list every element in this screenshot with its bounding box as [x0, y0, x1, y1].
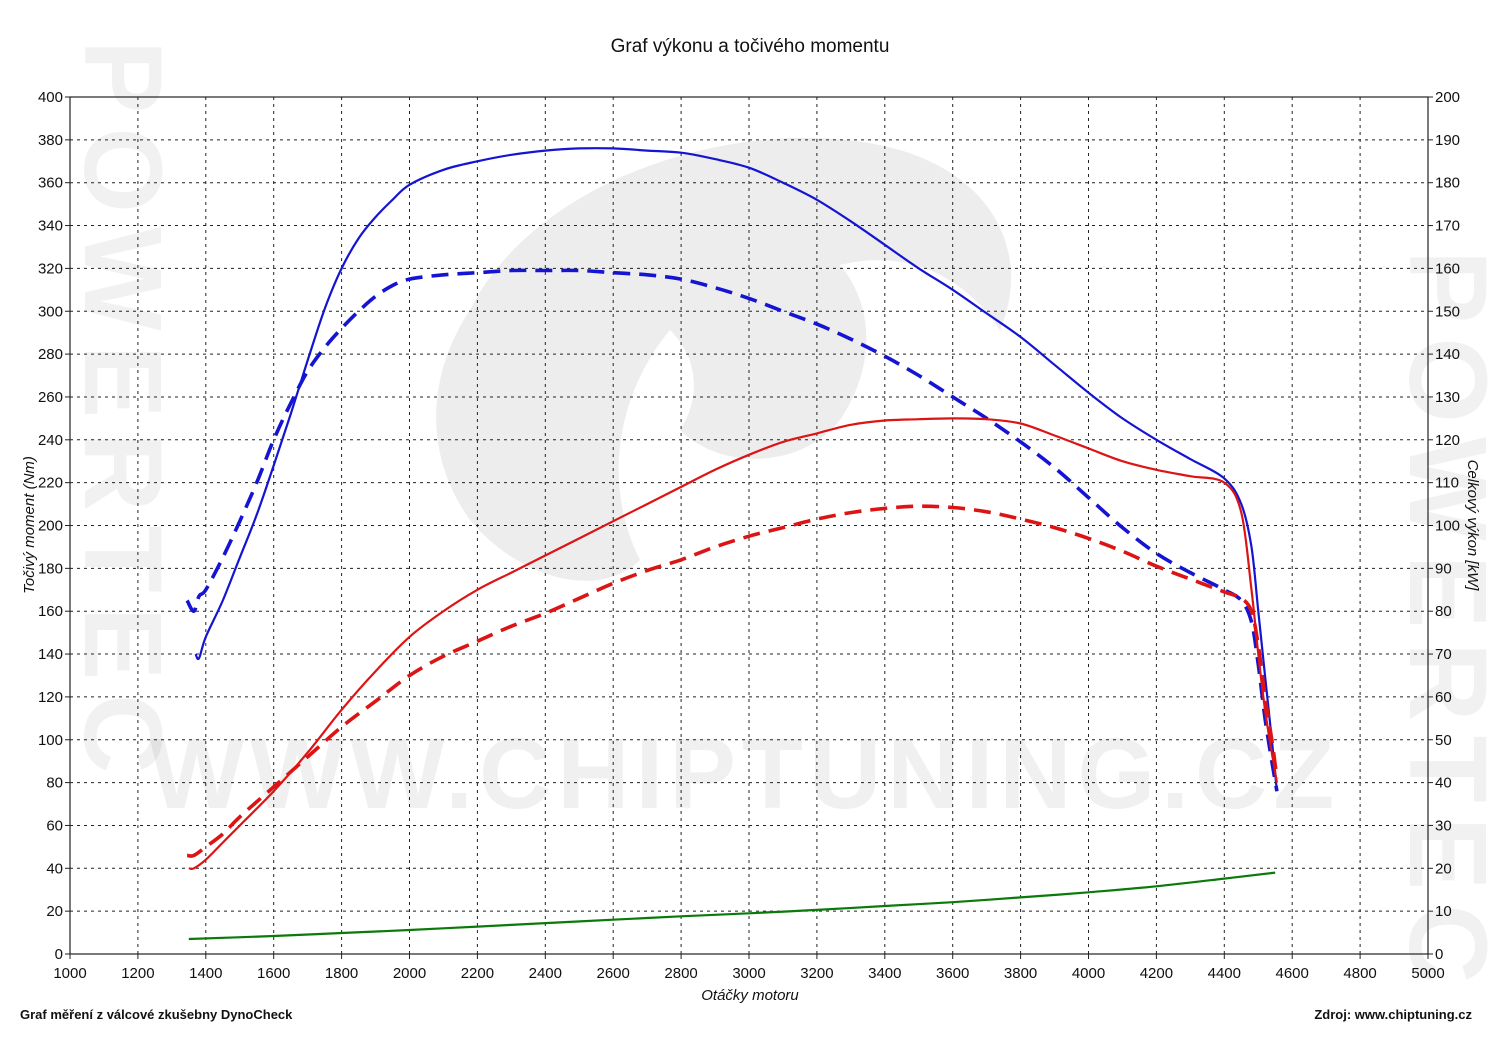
- y-left-tick-label: 380: [38, 132, 63, 149]
- y-left-tick-label: 360: [38, 175, 63, 192]
- y-left-tick-label: 300: [38, 303, 63, 320]
- x-tick-label: 3600: [936, 965, 969, 982]
- y-right-axis-label: Celkový výkon [kW]: [1464, 460, 1481, 592]
- x-tick-label: 2400: [529, 965, 562, 982]
- y-left-tick-label: 40: [46, 860, 63, 877]
- x-tick-label: 1600: [257, 965, 290, 982]
- plot-border: [69, 96, 1429, 955]
- y-right-tick-label: 190: [1435, 132, 1460, 149]
- x-tick-label: 1400: [189, 965, 222, 982]
- series-line-3: [188, 417, 1278, 871]
- y-left-tick-label: 260: [38, 389, 63, 406]
- x-tick-label: 2600: [597, 965, 630, 982]
- y-right-tick-label: 80: [1435, 603, 1452, 620]
- y-right-tick-label: 140: [1435, 346, 1460, 363]
- footer-right: Zdroj: www.chiptuning.cz: [1314, 1007, 1472, 1022]
- chart-title: Graf výkonu a točivého momentu: [611, 36, 890, 57]
- series-line-1: [194, 147, 1278, 792]
- series-lines: [185, 147, 1279, 941]
- tick-labels: 1000 1200 1400 1600 1800 2000 2200 2400 2600 2800…: [38, 89, 1460, 982]
- y-right-tick-label: 180: [1435, 175, 1460, 192]
- y-left-tick-label: 200: [38, 518, 63, 535]
- x-tick-label: 5000: [1411, 965, 1444, 982]
- y-left-axis-label: Točivý moment (Nm): [21, 456, 38, 594]
- y-left-tick-label: 60: [46, 817, 63, 834]
- y-right-tick-label: 50: [1435, 732, 1452, 749]
- y-right-tick-label: 40: [1435, 775, 1452, 792]
- y-left-tick-label: 120: [38, 689, 63, 706]
- y-right-tick-label: 120: [1435, 432, 1460, 449]
- x-tick-label: 1800: [325, 965, 358, 982]
- y-left-tick-label: 400: [38, 89, 63, 106]
- y-left-tick-label: 140: [38, 646, 63, 663]
- y-left-tick-label: 20: [46, 903, 63, 920]
- x-tick-label: 1200: [121, 965, 154, 982]
- y-right-tick-label: 70: [1435, 646, 1452, 663]
- watermark-side-left: POWERTEC: [61, 40, 184, 788]
- watermark-text: WWW.CHIPTUNING.CZ: [150, 718, 1341, 830]
- y-left-tick-label: 320: [38, 260, 63, 277]
- y-left-tick-label: 180: [38, 560, 63, 577]
- y-right-tick-label: 200: [1435, 89, 1460, 106]
- x-tick-label: 1000: [53, 965, 86, 982]
- x-tick-label: 2800: [664, 965, 697, 982]
- y-right-tick-label: 90: [1435, 560, 1452, 577]
- y-right-tick-label: 100: [1435, 518, 1460, 535]
- y-right-tick-label: 110: [1435, 475, 1459, 492]
- x-tick-label: 3400: [868, 965, 901, 982]
- plot-frame: [65, 96, 1433, 959]
- y-right-tick-label: 160: [1435, 260, 1460, 277]
- y-left-tick-label: 220: [38, 475, 63, 492]
- x-tick-label: 4800: [1343, 965, 1376, 982]
- y-left-tick-label: 240: [38, 432, 63, 449]
- y-left-tick-label: 100: [38, 732, 63, 749]
- x-tick-label: 3000: [732, 965, 765, 982]
- y-right-tick-label: 170: [1435, 218, 1460, 235]
- y-left-tick-label: 0: [55, 946, 63, 963]
- y-right-tick-label: 150: [1435, 303, 1460, 320]
- y-left-tick-label: 80: [46, 775, 63, 792]
- grid: [70, 97, 1428, 954]
- y-right-tick-label: 130: [1435, 389, 1460, 406]
- y-left-tick-label: 160: [38, 603, 63, 620]
- y-right-tick-label: 0: [1435, 946, 1443, 963]
- watermark-logo: [436, 137, 1012, 581]
- series-line-5: [188, 871, 1276, 941]
- footer-left: Graf měření z válcové zkušebny DynoCheck: [20, 1007, 293, 1022]
- x-tick-label: 2200: [461, 965, 494, 982]
- series-line-2: [185, 268, 1279, 792]
- watermark-side-right: POWERTEC: [1386, 250, 1500, 998]
- x-tick-label: 4000: [1072, 965, 1105, 982]
- y-right-tick-label: 30: [1435, 817, 1452, 834]
- series-line-4: [186, 504, 1279, 858]
- x-tick-label: 4400: [1208, 965, 1241, 982]
- y-right-tick-label: 10: [1435, 903, 1452, 920]
- x-tick-label: 3800: [1004, 965, 1037, 982]
- y-left-tick-label: 340: [38, 218, 63, 235]
- x-tick-label: 4200: [1140, 965, 1173, 982]
- y-right-tick-label: 20: [1435, 860, 1452, 877]
- y-right-tick-label: 60: [1435, 689, 1452, 706]
- x-tick-label: 2000: [393, 965, 426, 982]
- x-tick-label: 3200: [800, 965, 833, 982]
- x-axis-label: Otáčky motoru: [701, 987, 799, 1004]
- y-left-tick-label: 280: [38, 346, 63, 363]
- x-tick-label: 4600: [1276, 965, 1309, 982]
